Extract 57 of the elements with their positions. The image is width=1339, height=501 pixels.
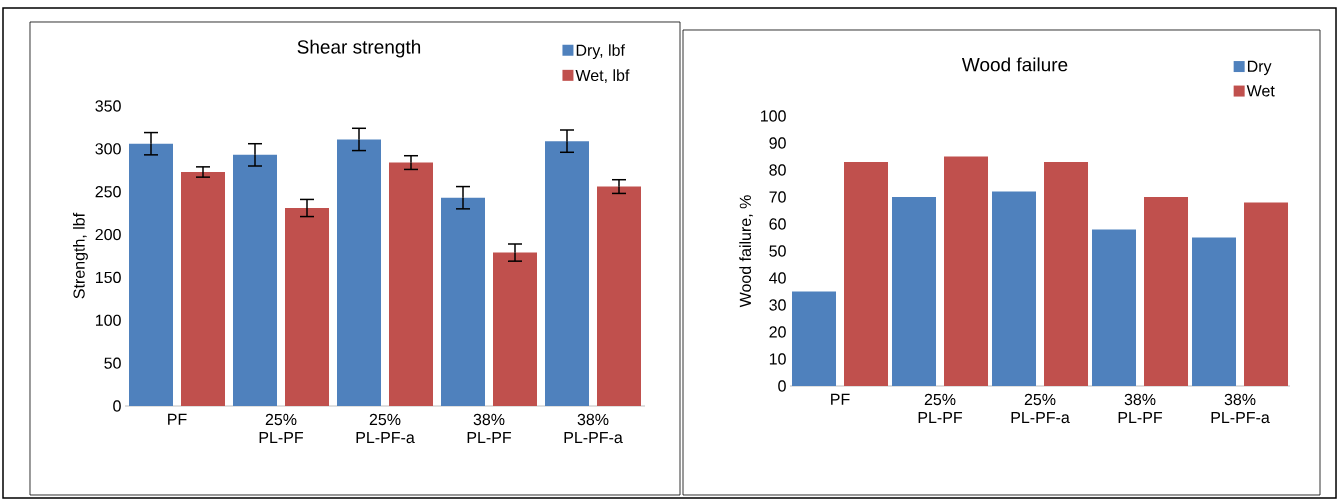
y-tick-label: 30 <box>769 299 786 311</box>
bar <box>441 197 485 406</box>
x-tick-label: PF <box>168 413 187 425</box>
y-tick-label: 0 <box>778 380 786 392</box>
bar <box>944 156 989 386</box>
y-tick-label: 150 <box>96 271 121 284</box>
y-axis-title: Wood failure, % <box>739 195 753 308</box>
y-tick-label: 100 <box>761 110 786 122</box>
x-tick-label: 25% PL-PF <box>259 413 304 443</box>
bar <box>389 162 433 406</box>
bar <box>844 161 889 386</box>
bar <box>129 143 173 406</box>
bar <box>1144 197 1189 386</box>
legend-label: Wet, lbf <box>575 69 630 83</box>
x-tick-label: 25% PL-PF <box>918 393 963 423</box>
y-tick-label: 0 <box>113 400 121 412</box>
legend-label: Dry <box>1247 60 1272 76</box>
bar <box>1092 229 1137 386</box>
chart-title: Shear strength <box>297 39 421 58</box>
y-axis-title: Strength, lbf <box>73 212 88 299</box>
x-tick-label: PF <box>831 393 850 405</box>
x-tick-label: 38% PL-PF <box>1118 393 1163 423</box>
y-tick-label: 70 <box>769 191 786 203</box>
y-tick-label: 50 <box>104 357 121 369</box>
x-tick-label: 25% PL-PF-a <box>1011 393 1070 424</box>
y-tick-label: 350 <box>95 100 121 112</box>
bar <box>285 208 329 406</box>
bar <box>181 172 225 406</box>
x-tick-label: 38% PL-PF-a <box>1211 393 1270 424</box>
y-tick-label: 60 <box>769 218 786 230</box>
bar <box>597 186 641 406</box>
bar <box>1044 161 1089 386</box>
x-tick-label: 38% PL-PF-a <box>564 413 623 444</box>
bar <box>892 197 937 386</box>
y-tick-label: 10 <box>769 353 786 365</box>
bar <box>493 252 537 406</box>
y-tick-label: 20 <box>769 326 786 338</box>
bar <box>337 139 381 406</box>
bar <box>792 291 837 386</box>
y-tick-label: 200 <box>95 228 121 241</box>
y-tick-label: 90 <box>769 137 786 149</box>
legend-label: Wet <box>1246 85 1275 97</box>
bar <box>1244 202 1289 386</box>
y-tick-label: 250 <box>95 186 121 198</box>
y-tick-label: 40 <box>769 272 786 284</box>
y-tick-label: 300 <box>95 143 121 155</box>
bar <box>992 191 1037 386</box>
legend-label: Dry, lbf <box>576 44 625 60</box>
chart-title: Wood failure <box>961 57 1068 72</box>
y-tick-label: 50 <box>769 245 786 257</box>
x-tick-label: 38% PL-PF <box>467 413 512 443</box>
bar <box>1192 237 1237 386</box>
bar <box>233 154 277 406</box>
x-tick-label: 25% PL-PF-a <box>356 413 415 444</box>
y-tick-label: 100 <box>96 314 121 326</box>
bar <box>545 141 589 406</box>
y-tick-label: 80 <box>769 164 786 176</box>
